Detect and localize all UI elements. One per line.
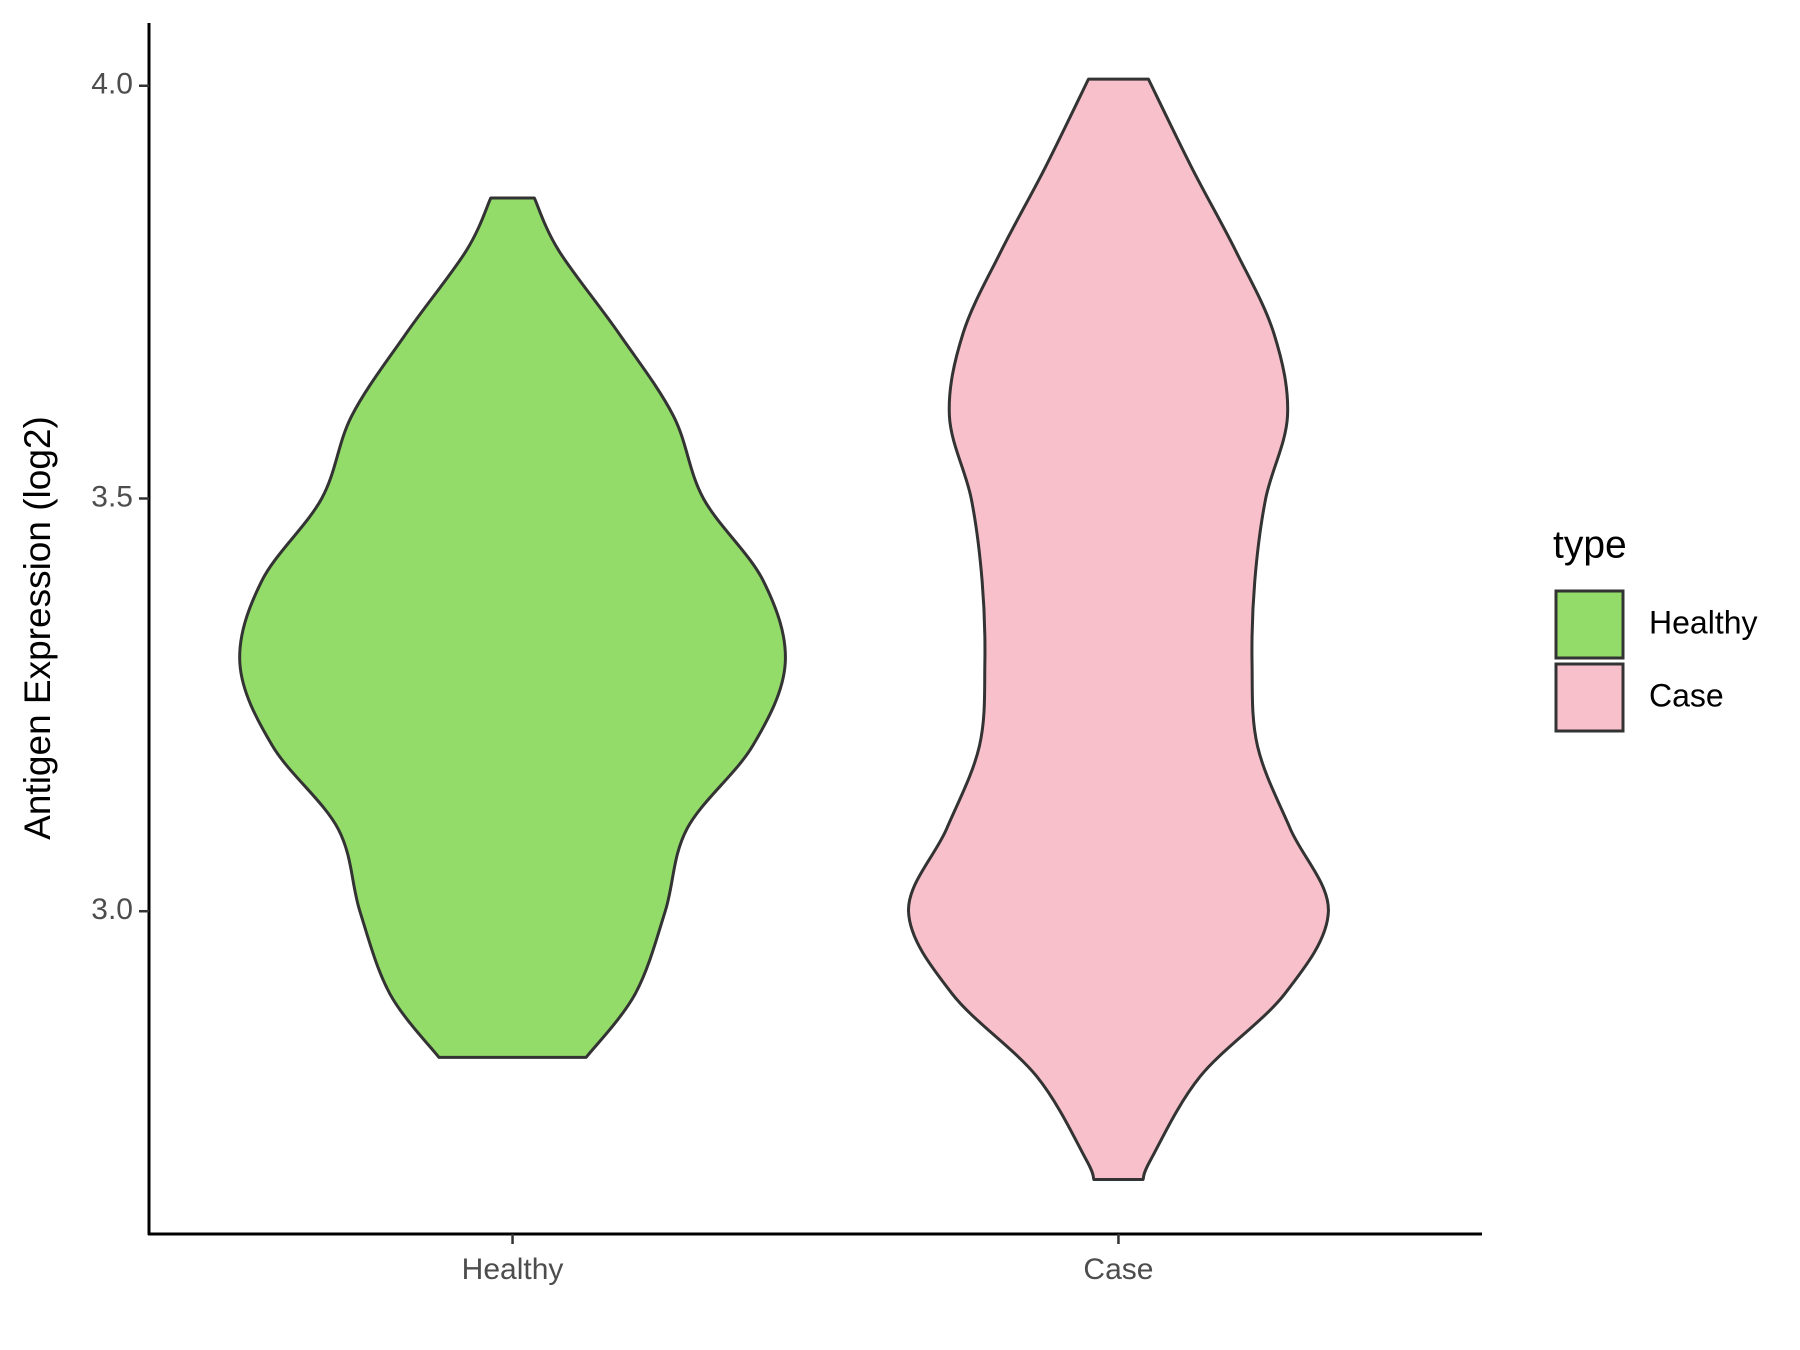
x-tick-label: Healthy: [462, 1253, 564, 1286]
legend-title: type: [1553, 523, 1627, 566]
violin: [238, 196, 787, 1059]
y-tick-label: 3.0: [91, 893, 133, 926]
y-axis-title: Antigen Expression (log2): [17, 416, 58, 840]
legend-key: [1554, 662, 1625, 733]
legend-label: Healthy: [1649, 604, 1758, 640]
legend-key: [1554, 589, 1625, 660]
legend-label: Case: [1649, 677, 1724, 713]
y-tick-label: 4.0: [91, 68, 133, 101]
y-tick-label: 3.5: [91, 480, 133, 513]
x-tick-label: Case: [1083, 1253, 1153, 1286]
violin: [907, 77, 1330, 1182]
